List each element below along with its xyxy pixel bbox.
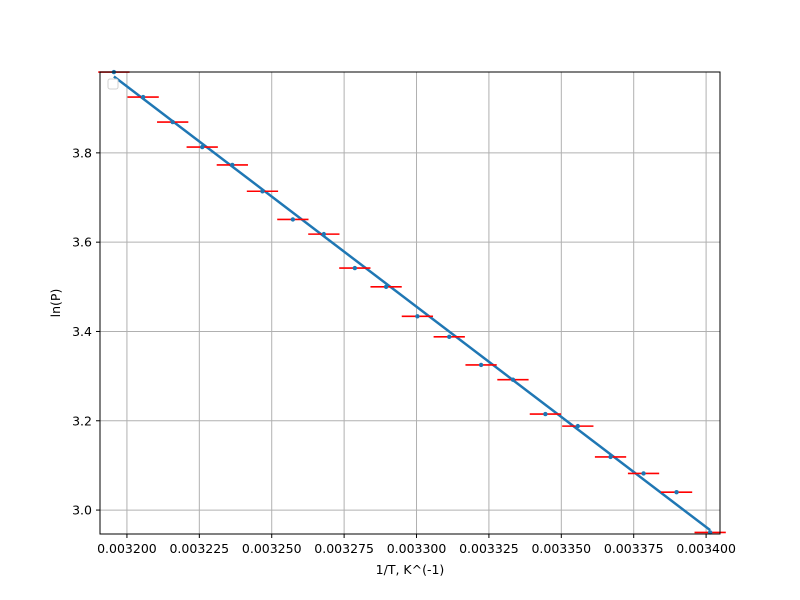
- data-point: [641, 471, 646, 476]
- x-tick-label: 0.003350: [531, 541, 591, 556]
- y-tick-label: 3.0: [72, 503, 92, 518]
- data-point-series: [111, 69, 713, 535]
- x-tick-label: 0.003300: [387, 541, 447, 556]
- data-point: [352, 265, 358, 271]
- x-tick-label: 0.003225: [169, 541, 229, 556]
- y-tick-label: 3.6: [72, 235, 92, 250]
- x-tick-label: 0.003400: [676, 541, 736, 556]
- data-point: [140, 94, 146, 100]
- fit-line-series: [113, 75, 711, 532]
- x-tick-label: 0.003250: [242, 541, 302, 556]
- x-axis-ticks: 0.003200 0.003225 0.003250 0.003275 0.003300…: [97, 534, 736, 556]
- data-point: [170, 119, 175, 125]
- x-tick-label: 0.003275: [314, 541, 374, 556]
- y-tick-label: 3.4: [72, 324, 92, 339]
- data-point: [510, 377, 516, 382]
- data-point: [674, 490, 679, 495]
- data-point: [608, 454, 613, 460]
- data-point: [290, 217, 296, 222]
- x-tick-label: 0.003200: [97, 541, 157, 556]
- data-point: [260, 189, 265, 194]
- x-tick-label: 0.003325: [459, 541, 519, 556]
- data-point: [447, 334, 452, 340]
- data-point: [478, 362, 484, 368]
- y-tick-label: 3.8: [72, 145, 92, 160]
- plot-frame: [99, 71, 721, 535]
- x-axis-label: 1/T, K^(-1): [376, 562, 445, 577]
- y-axis-label: ln(P): [48, 289, 63, 318]
- data-point: [543, 411, 548, 417]
- y-tick-label: 3.2: [72, 413, 92, 428]
- data-point: [383, 284, 389, 290]
- fit-line: [113, 75, 711, 532]
- data-point: [415, 314, 420, 319]
- data-point: [321, 231, 327, 237]
- x-tick-label: 0.003375: [604, 541, 664, 556]
- legend-box: [107, 78, 119, 90]
- data-point: [200, 144, 205, 150]
- data-point: [230, 162, 235, 168]
- grid: [100, 72, 720, 534]
- y-axis-ticks: 3.0 3.2 3.4 3.6 3.8: [72, 145, 100, 518]
- data-point: [575, 423, 581, 429]
- data-point: [707, 530, 713, 535]
